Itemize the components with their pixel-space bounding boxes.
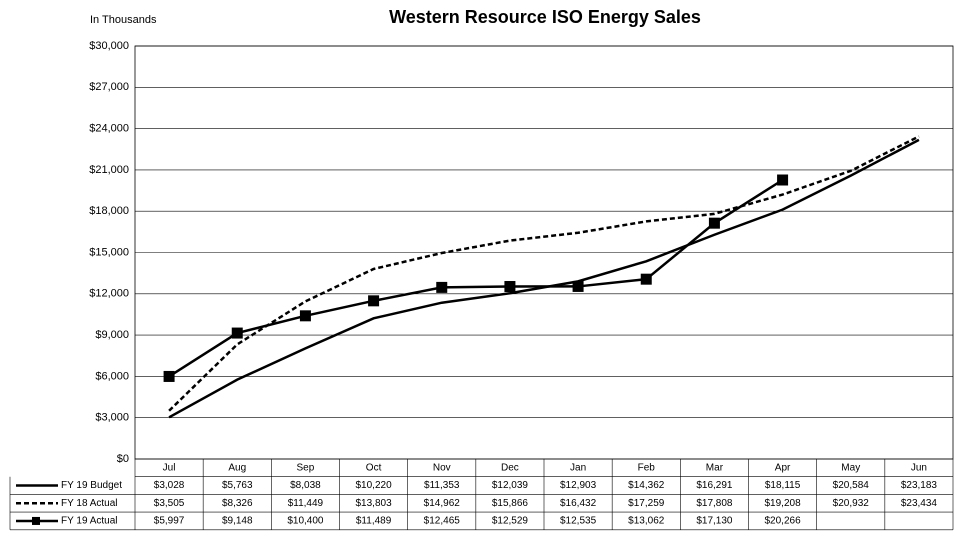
legend-marker	[32, 516, 40, 525]
table-cell: $3,505	[154, 498, 185, 509]
series-line	[168, 178, 784, 378]
table-cell: $10,220	[356, 480, 393, 491]
table-cell: $16,432	[560, 498, 597, 509]
marker	[504, 281, 516, 293]
table-cell: $20,584	[833, 480, 870, 491]
y-tick-label: $3,000	[95, 412, 129, 424]
table-cell: $16,291	[696, 480, 733, 491]
table-cell: $17,259	[628, 498, 665, 509]
table-cell: $9,148	[222, 516, 253, 527]
table-cell: $13,803	[356, 498, 393, 509]
marker	[708, 217, 720, 229]
legend-label: FY 18 Actual	[61, 498, 118, 509]
y-tick-label: $12,000	[89, 288, 129, 300]
table-cell: $12,465	[424, 516, 461, 527]
chart-subtitle: In Thousands	[90, 14, 157, 26]
table-cell: $20,932	[833, 498, 870, 509]
y-tick-label: $6,000	[95, 370, 129, 382]
x-tick-label: Sep	[297, 462, 315, 473]
marker	[640, 273, 652, 285]
table-cell: $5,997	[154, 516, 185, 527]
x-tick-label: Dec	[501, 462, 519, 473]
marker	[436, 281, 448, 293]
x-tick-label: Jan	[570, 462, 586, 473]
y-tick-label: $27,000	[89, 81, 129, 93]
table-cell: $15,866	[492, 498, 529, 509]
table-cell: $17,808	[696, 498, 733, 509]
y-tick-label: $18,000	[89, 205, 129, 217]
table-cell: $13,062	[628, 516, 665, 527]
table-cell: $12,529	[492, 516, 529, 527]
table-cell: $10,400	[287, 516, 324, 527]
table-cell: $5,763	[222, 480, 253, 491]
table-cell: $23,183	[901, 480, 938, 491]
x-tick-label: Jul	[163, 462, 176, 473]
x-tick-label: Apr	[775, 462, 791, 473]
table-cell: $12,039	[492, 480, 529, 491]
table-cell: $14,962	[424, 498, 461, 509]
x-tick-label: Aug	[228, 462, 246, 473]
series-line	[168, 135, 920, 412]
legend-label: FY 19 Actual	[61, 516, 118, 527]
table-cell: $20,266	[765, 516, 802, 527]
x-tick-label: Mar	[706, 462, 724, 473]
table-cell: $18,115	[765, 480, 801, 491]
marker	[299, 310, 311, 322]
table-cell: $19,208	[765, 498, 802, 509]
table-cell: $3,028	[154, 480, 185, 491]
table-cell: $14,362	[628, 480, 665, 491]
y-tick-label: $30,000	[89, 40, 129, 52]
table-cell: $11,489	[356, 516, 392, 527]
marker	[572, 280, 584, 292]
series-line	[168, 138, 920, 419]
marker	[368, 295, 380, 307]
y-tick-label: $15,000	[89, 246, 129, 258]
x-tick-label: Feb	[638, 462, 656, 473]
legend-label: FY 19 Budget	[61, 480, 122, 491]
marker	[777, 174, 789, 186]
marker	[231, 327, 243, 339]
y-tick-label: $0	[117, 453, 129, 465]
table-cell: $8,326	[222, 498, 253, 509]
x-tick-label: Jun	[911, 462, 927, 473]
table-cell: $8,038	[290, 480, 321, 491]
chart-title: Western Resource ISO Energy Sales	[389, 7, 701, 27]
y-tick-label: $24,000	[89, 123, 129, 135]
y-tick-label: $21,000	[89, 164, 129, 176]
y-tick-label: $9,000	[95, 329, 129, 341]
table-cell: $12,903	[560, 480, 597, 491]
x-tick-label: Nov	[433, 462, 451, 473]
table-cell: $11,449	[288, 498, 324, 509]
table-cell: $17,130	[696, 516, 733, 527]
x-tick-label: Oct	[366, 462, 382, 473]
table-cell: $23,434	[901, 498, 938, 509]
table-cell: $11,353	[424, 480, 460, 491]
table-cell: $12,535	[560, 516, 597, 527]
x-tick-label: May	[841, 462, 860, 473]
marker	[163, 370, 175, 382]
